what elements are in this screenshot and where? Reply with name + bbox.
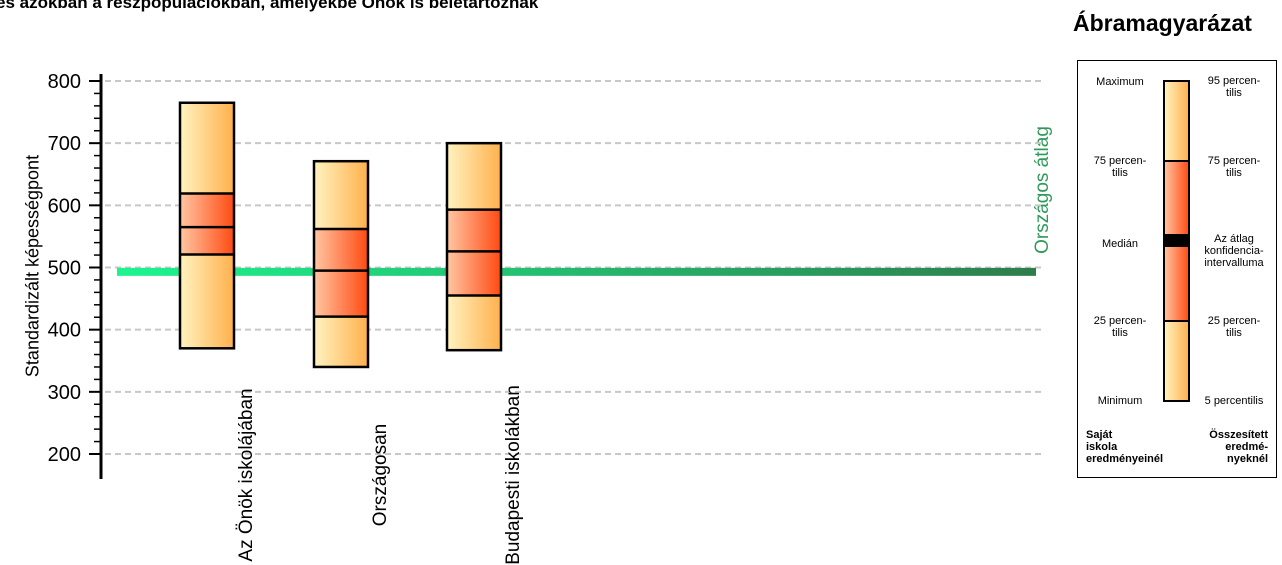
legend-label-p95: 95 percen-tilis xyxy=(1207,75,1261,99)
box-lower-whisker-segment xyxy=(180,254,234,349)
y-tick-label: 300 xyxy=(48,382,81,404)
legend-label-p25-left: 25 percen-tilis xyxy=(1093,315,1147,339)
legend-label-p75-right: 75 percen-tilis xyxy=(1207,155,1261,179)
category-label: Budapesti iskolákban xyxy=(503,385,524,565)
legend-sample-box xyxy=(1163,80,1190,402)
box-outline xyxy=(445,141,503,352)
legend-label-maximum: Maximum xyxy=(1096,76,1144,88)
box-lower-whisker-segment xyxy=(447,295,501,351)
box-outline xyxy=(178,101,236,350)
legend-label-median: Medián xyxy=(1101,238,1139,250)
legend-title: Ábramagyarázat xyxy=(1073,10,1252,36)
box-upper-whisker-segment xyxy=(180,102,234,194)
legend-label-p5: 5 percentilis xyxy=(1204,395,1264,407)
chart-title: és azokban a részpopulációkban, amelyekb… xyxy=(0,0,539,12)
legend-label-minimum: Minimum xyxy=(1097,395,1143,407)
y-tick-label: 800 xyxy=(48,71,81,93)
box-upper-whisker-segment xyxy=(314,161,368,229)
box-interquartile-segment xyxy=(180,193,234,255)
box-3 xyxy=(445,141,503,352)
category-label: Országosan xyxy=(370,423,391,527)
legend-label-confidence-interval: Az átlag konfidencia-intervalluma xyxy=(1204,233,1264,269)
box-interquartile-segment xyxy=(314,228,368,317)
box-1 xyxy=(178,101,236,350)
reference-line xyxy=(117,267,1036,276)
category-label: Az Önök iskolájában xyxy=(236,388,257,562)
y-tick-label: 400 xyxy=(48,320,81,342)
y-tick-label: 600 xyxy=(48,195,81,217)
y-tick-label: 700 xyxy=(48,133,81,155)
box-lower-whisker-segment xyxy=(314,316,368,367)
legend-panel: Maximum 75 percen-tilis Medián 25 percen… xyxy=(1077,60,1277,478)
box-upper-whisker-segment xyxy=(447,143,501,210)
y-tick-label: 500 xyxy=(48,258,81,280)
box-outline xyxy=(312,159,370,369)
box-plot-chart: 200 300 400 500 600 700 800 xyxy=(48,71,1042,479)
legend-footer-aggregate: Összesített eredmé-nyeknél xyxy=(1209,429,1268,465)
legend-label-p75-left: 75 percen-tilis xyxy=(1093,155,1147,179)
y-tick-label: 200 xyxy=(48,444,81,466)
box-2 xyxy=(312,159,370,369)
legend-label-p25-right: 25 percen-tilis xyxy=(1207,315,1261,339)
legend-footer-school: Saját iskola eredményeinél xyxy=(1086,429,1164,465)
